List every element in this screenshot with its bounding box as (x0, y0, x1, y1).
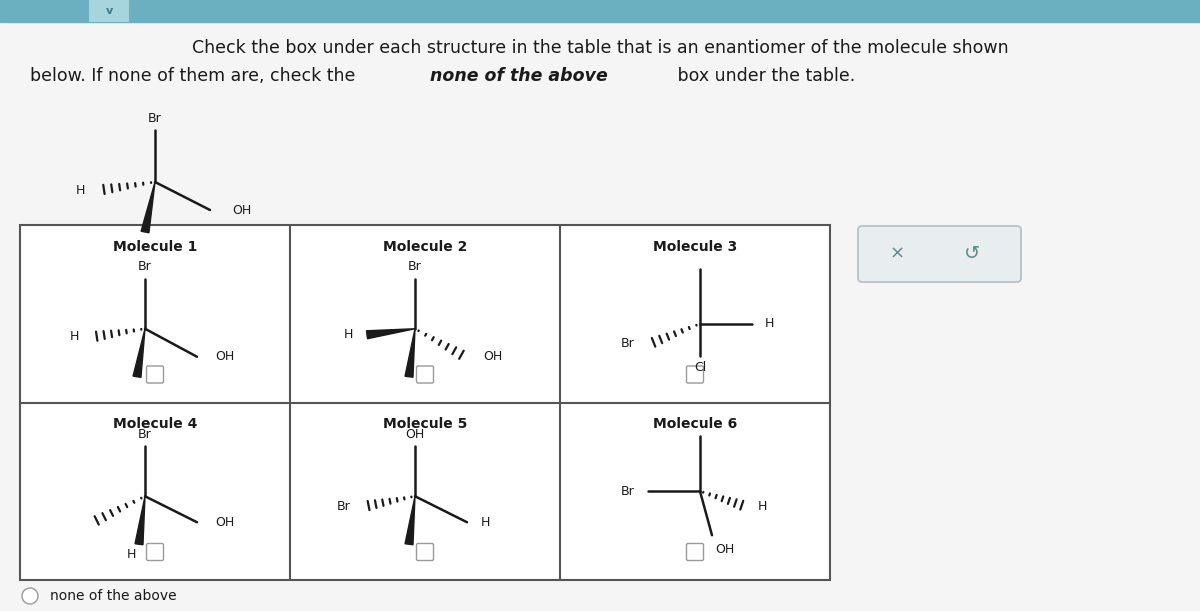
FancyBboxPatch shape (416, 544, 433, 560)
Text: Molecule 1: Molecule 1 (113, 240, 197, 254)
Text: OH: OH (215, 350, 234, 364)
Text: below. If none of them are, check the: below. If none of them are, check the (30, 67, 361, 85)
Text: H: H (70, 331, 79, 343)
Polygon shape (133, 329, 145, 378)
FancyBboxPatch shape (146, 544, 163, 560)
FancyBboxPatch shape (686, 544, 703, 560)
Text: Br: Br (148, 111, 162, 125)
Text: Br: Br (336, 500, 350, 513)
Text: H: H (126, 547, 136, 561)
Text: Br: Br (138, 260, 152, 273)
Text: Br: Br (408, 260, 422, 273)
Text: ↺: ↺ (964, 244, 980, 263)
Polygon shape (366, 329, 415, 338)
Polygon shape (406, 496, 415, 545)
Bar (20, 225, 830, 580)
Text: Molecule 3: Molecule 3 (653, 240, 737, 254)
Text: Br: Br (622, 485, 635, 498)
FancyBboxPatch shape (686, 366, 703, 383)
FancyBboxPatch shape (89, 0, 130, 22)
FancyBboxPatch shape (858, 226, 1021, 282)
Polygon shape (142, 182, 155, 233)
Text: H: H (76, 183, 85, 197)
Text: Br: Br (622, 337, 635, 350)
Text: OH: OH (715, 543, 734, 556)
Text: ×: × (889, 245, 905, 263)
Polygon shape (406, 329, 415, 377)
Text: box under the table.: box under the table. (672, 67, 856, 85)
Polygon shape (136, 496, 145, 545)
Text: H: H (343, 328, 353, 342)
Text: Molecule 6: Molecule 6 (653, 417, 737, 431)
Text: none of the above: none of the above (50, 589, 176, 603)
Circle shape (22, 588, 38, 604)
Text: Molecule 4: Molecule 4 (113, 417, 197, 431)
Text: OH: OH (482, 350, 503, 364)
Text: Molecule 2: Molecule 2 (383, 240, 467, 254)
Text: H: H (766, 317, 774, 331)
FancyBboxPatch shape (146, 366, 163, 383)
Text: Br: Br (138, 428, 152, 441)
Text: OH: OH (406, 428, 425, 441)
Text: OH: OH (215, 516, 234, 529)
Text: Molecule 5: Molecule 5 (383, 417, 467, 431)
Text: H: H (481, 516, 491, 529)
Text: none of the above: none of the above (430, 67, 607, 85)
Text: H: H (758, 500, 767, 513)
Text: OH: OH (232, 203, 251, 216)
Text: v: v (106, 6, 113, 16)
Text: Check the box under each structure in the table that is an enantiomer of the mol: Check the box under each structure in th… (192, 39, 1008, 57)
FancyBboxPatch shape (416, 366, 433, 383)
Bar (0, 0, 1200, 22)
Text: Cl: Cl (694, 361, 706, 375)
Bar (20, 225, 830, 580)
